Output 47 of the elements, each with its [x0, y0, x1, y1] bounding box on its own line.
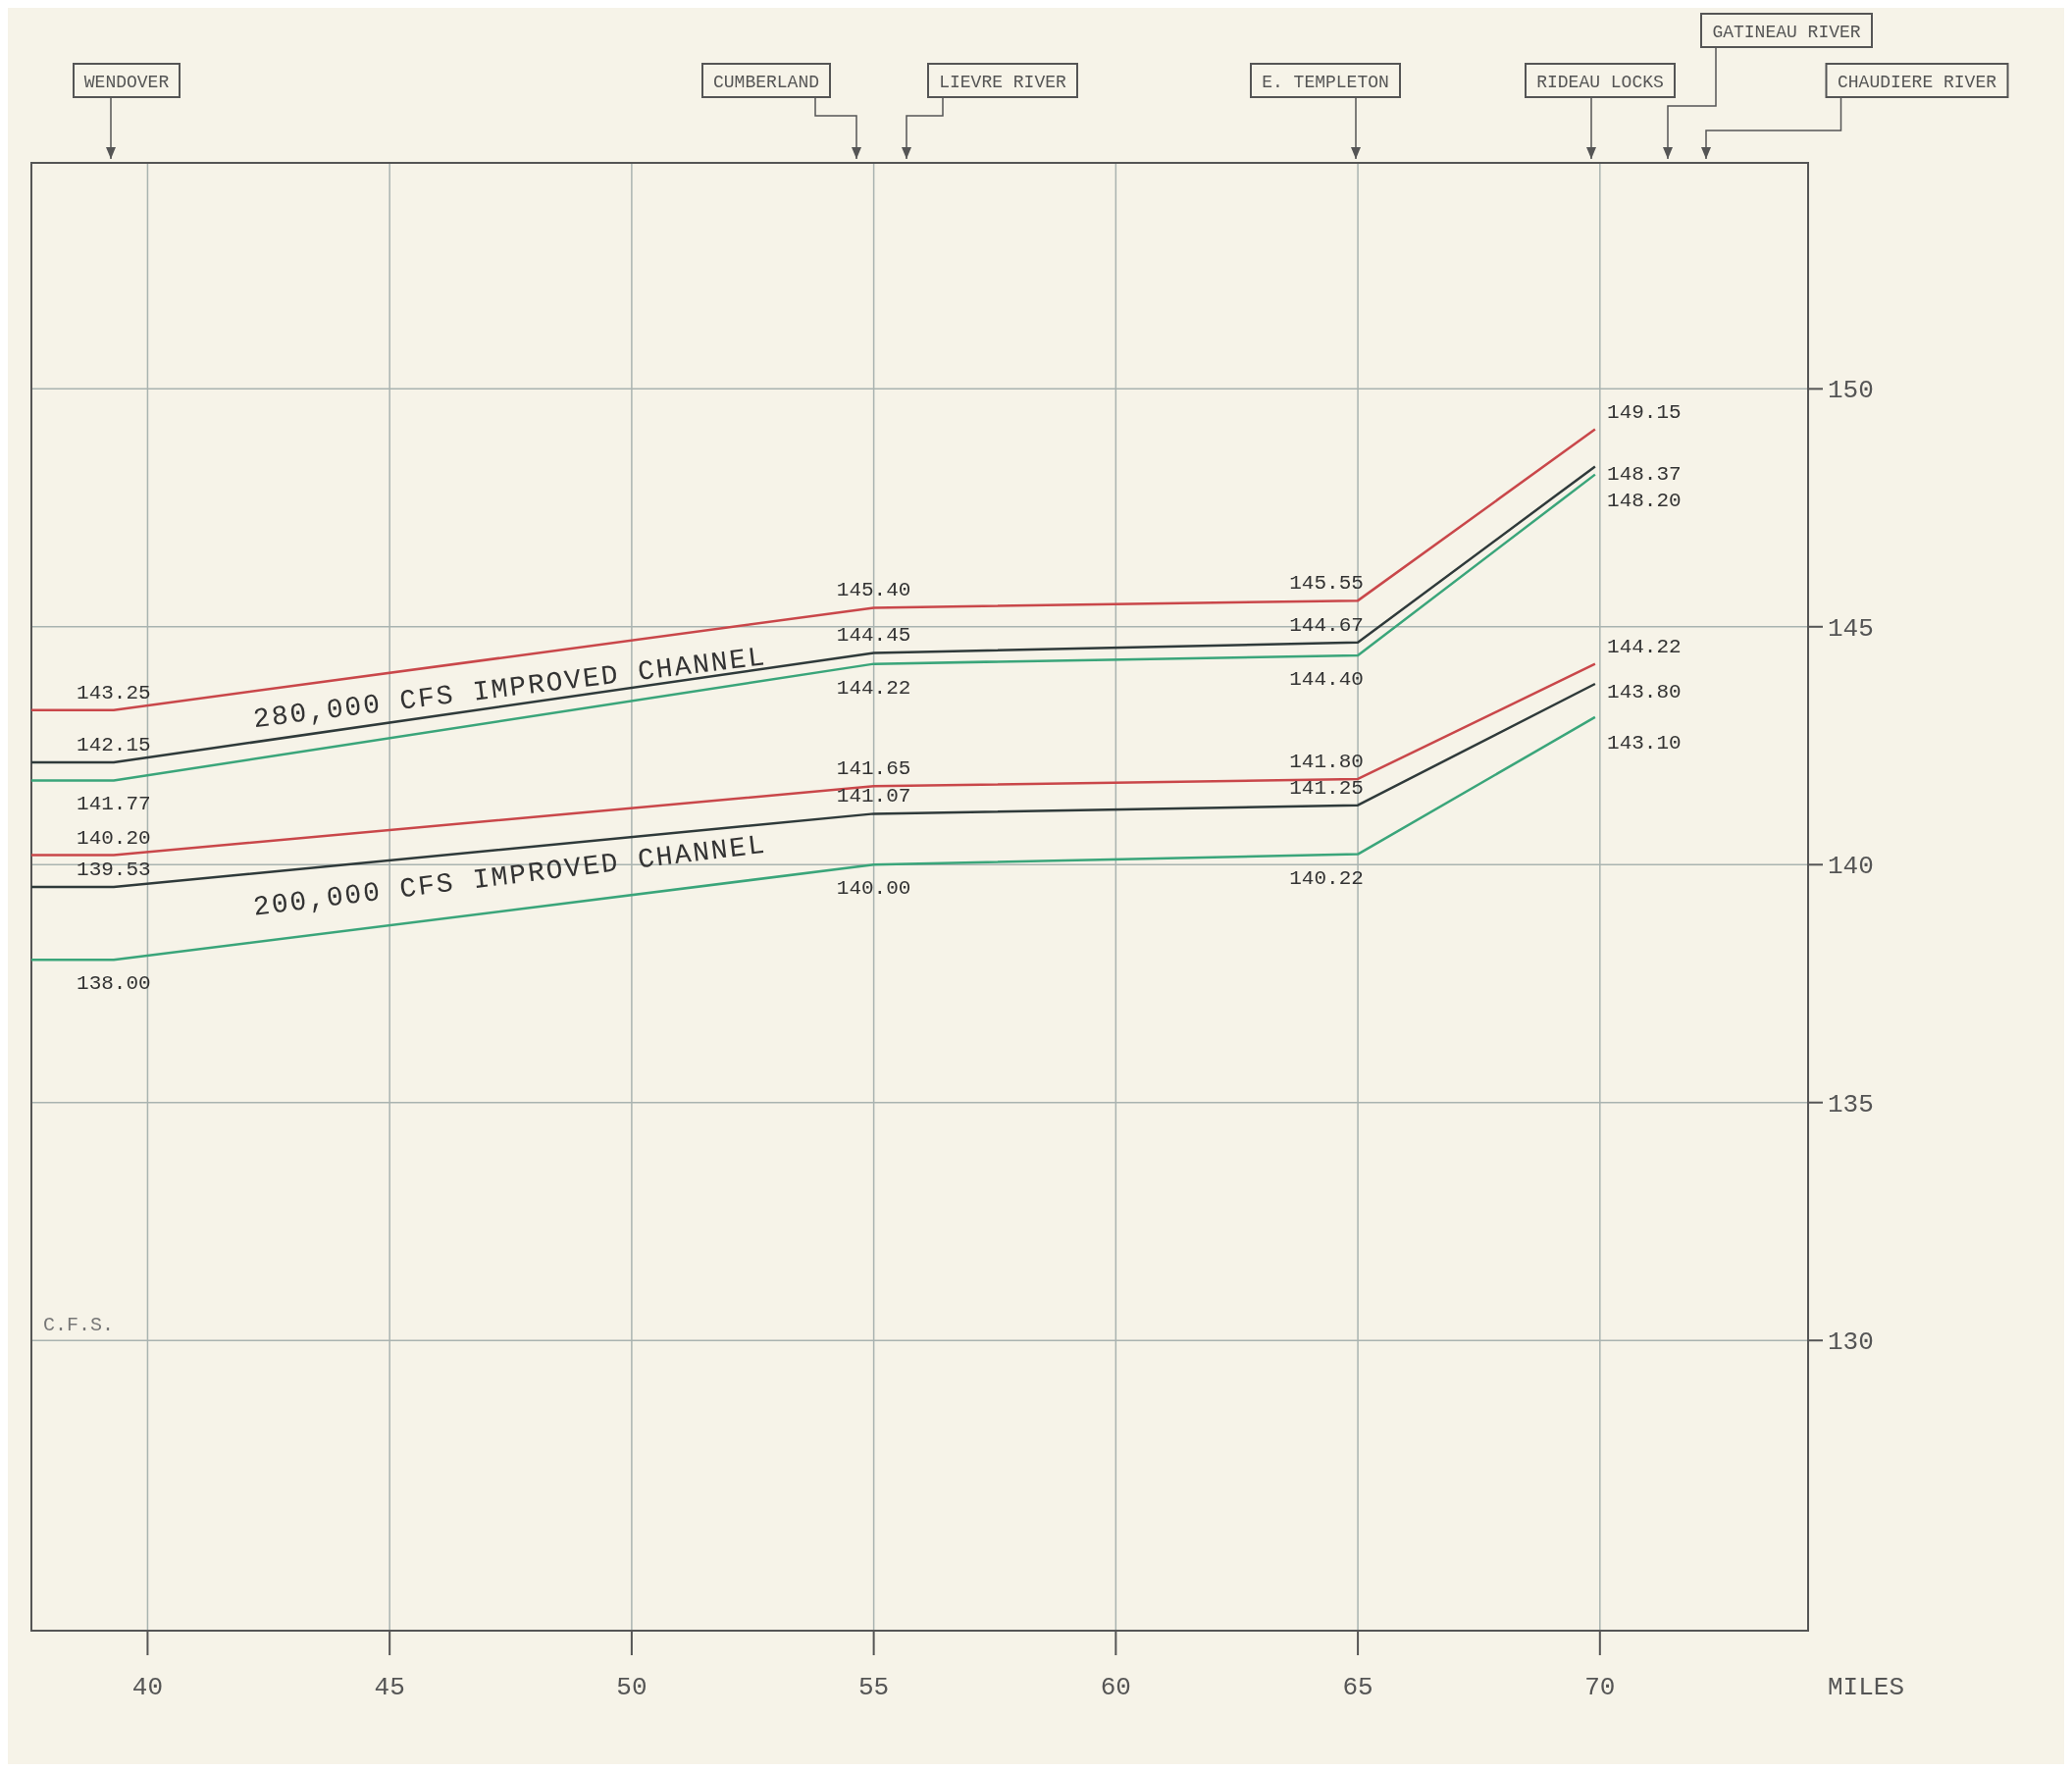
- data-label: 141.25: [1289, 776, 1364, 800]
- y-tick-label: 135: [1828, 1089, 1874, 1119]
- x-tick-label: 55: [858, 1673, 890, 1702]
- y-tick-label: 150: [1828, 376, 1874, 406]
- data-label: 145.55: [1289, 572, 1364, 596]
- data-label: 144.22: [836, 676, 911, 700]
- data-label: 143.80: [1607, 681, 1682, 703]
- data-label: 141.80: [1289, 750, 1364, 773]
- y-tick-label: 140: [1828, 852, 1874, 882]
- data-label: 142.15: [77, 734, 151, 757]
- text: GATINEAU RIVER: [1712, 23, 1861, 42]
- x-tick-label: 40: [131, 1673, 164, 1702]
- data-label: 138.00: [77, 972, 151, 996]
- annotation: C.F.S.: [43, 1314, 115, 1337]
- data-label: 145.40: [836, 579, 911, 602]
- data-label: 148.37: [1607, 463, 1682, 487]
- text: CHAUDIERE RIVER: [1837, 73, 1997, 92]
- x-axis-title: MILES: [1828, 1673, 1905, 1702]
- annotation: 280,000 CFS IMPROVED CHANNEL: [251, 642, 768, 736]
- data-label: 143.25: [77, 681, 151, 704]
- y-tick-label: 145: [1828, 613, 1874, 644]
- annotation: 200,000 CFS IMPROVED CHANNEL: [251, 829, 768, 923]
- text: RIDEAU LOCKS: [1536, 73, 1664, 92]
- y-tick-label: 130: [1828, 1328, 1874, 1358]
- text: CUMBERLAND: [712, 73, 820, 92]
- data-label: 141.65: [836, 757, 911, 781]
- data-label: 140.00: [836, 877, 911, 901]
- data-label: 139.53: [77, 859, 151, 882]
- text: E. TEMPLETON: [1262, 73, 1389, 92]
- data-label: 144.67: [1289, 613, 1364, 637]
- text: LIEVRE RIVER: [939, 73, 1067, 92]
- data-label: 144.45: [836, 624, 911, 648]
- data-label: 140.22: [1289, 866, 1364, 890]
- data-label: 143.10: [1607, 731, 1682, 755]
- data-label: 141.07: [836, 785, 911, 808]
- data-label: 149.15: [1607, 400, 1682, 424]
- x-tick-label: 70: [1584, 1673, 1616, 1702]
- data-label: 144.22: [1607, 635, 1682, 658]
- x-tick-label: 50: [616, 1673, 648, 1702]
- text: WENDOVER: [83, 73, 170, 92]
- data-label: 140.20: [77, 826, 151, 850]
- x-tick-label: 60: [1100, 1673, 1131, 1702]
- data-label: 141.77: [77, 793, 151, 816]
- x-tick-label: 45: [374, 1673, 405, 1702]
- data-label: 148.20: [1607, 489, 1682, 512]
- x-tick-label: 65: [1342, 1673, 1373, 1702]
- data-label: 144.40: [1289, 667, 1364, 691]
